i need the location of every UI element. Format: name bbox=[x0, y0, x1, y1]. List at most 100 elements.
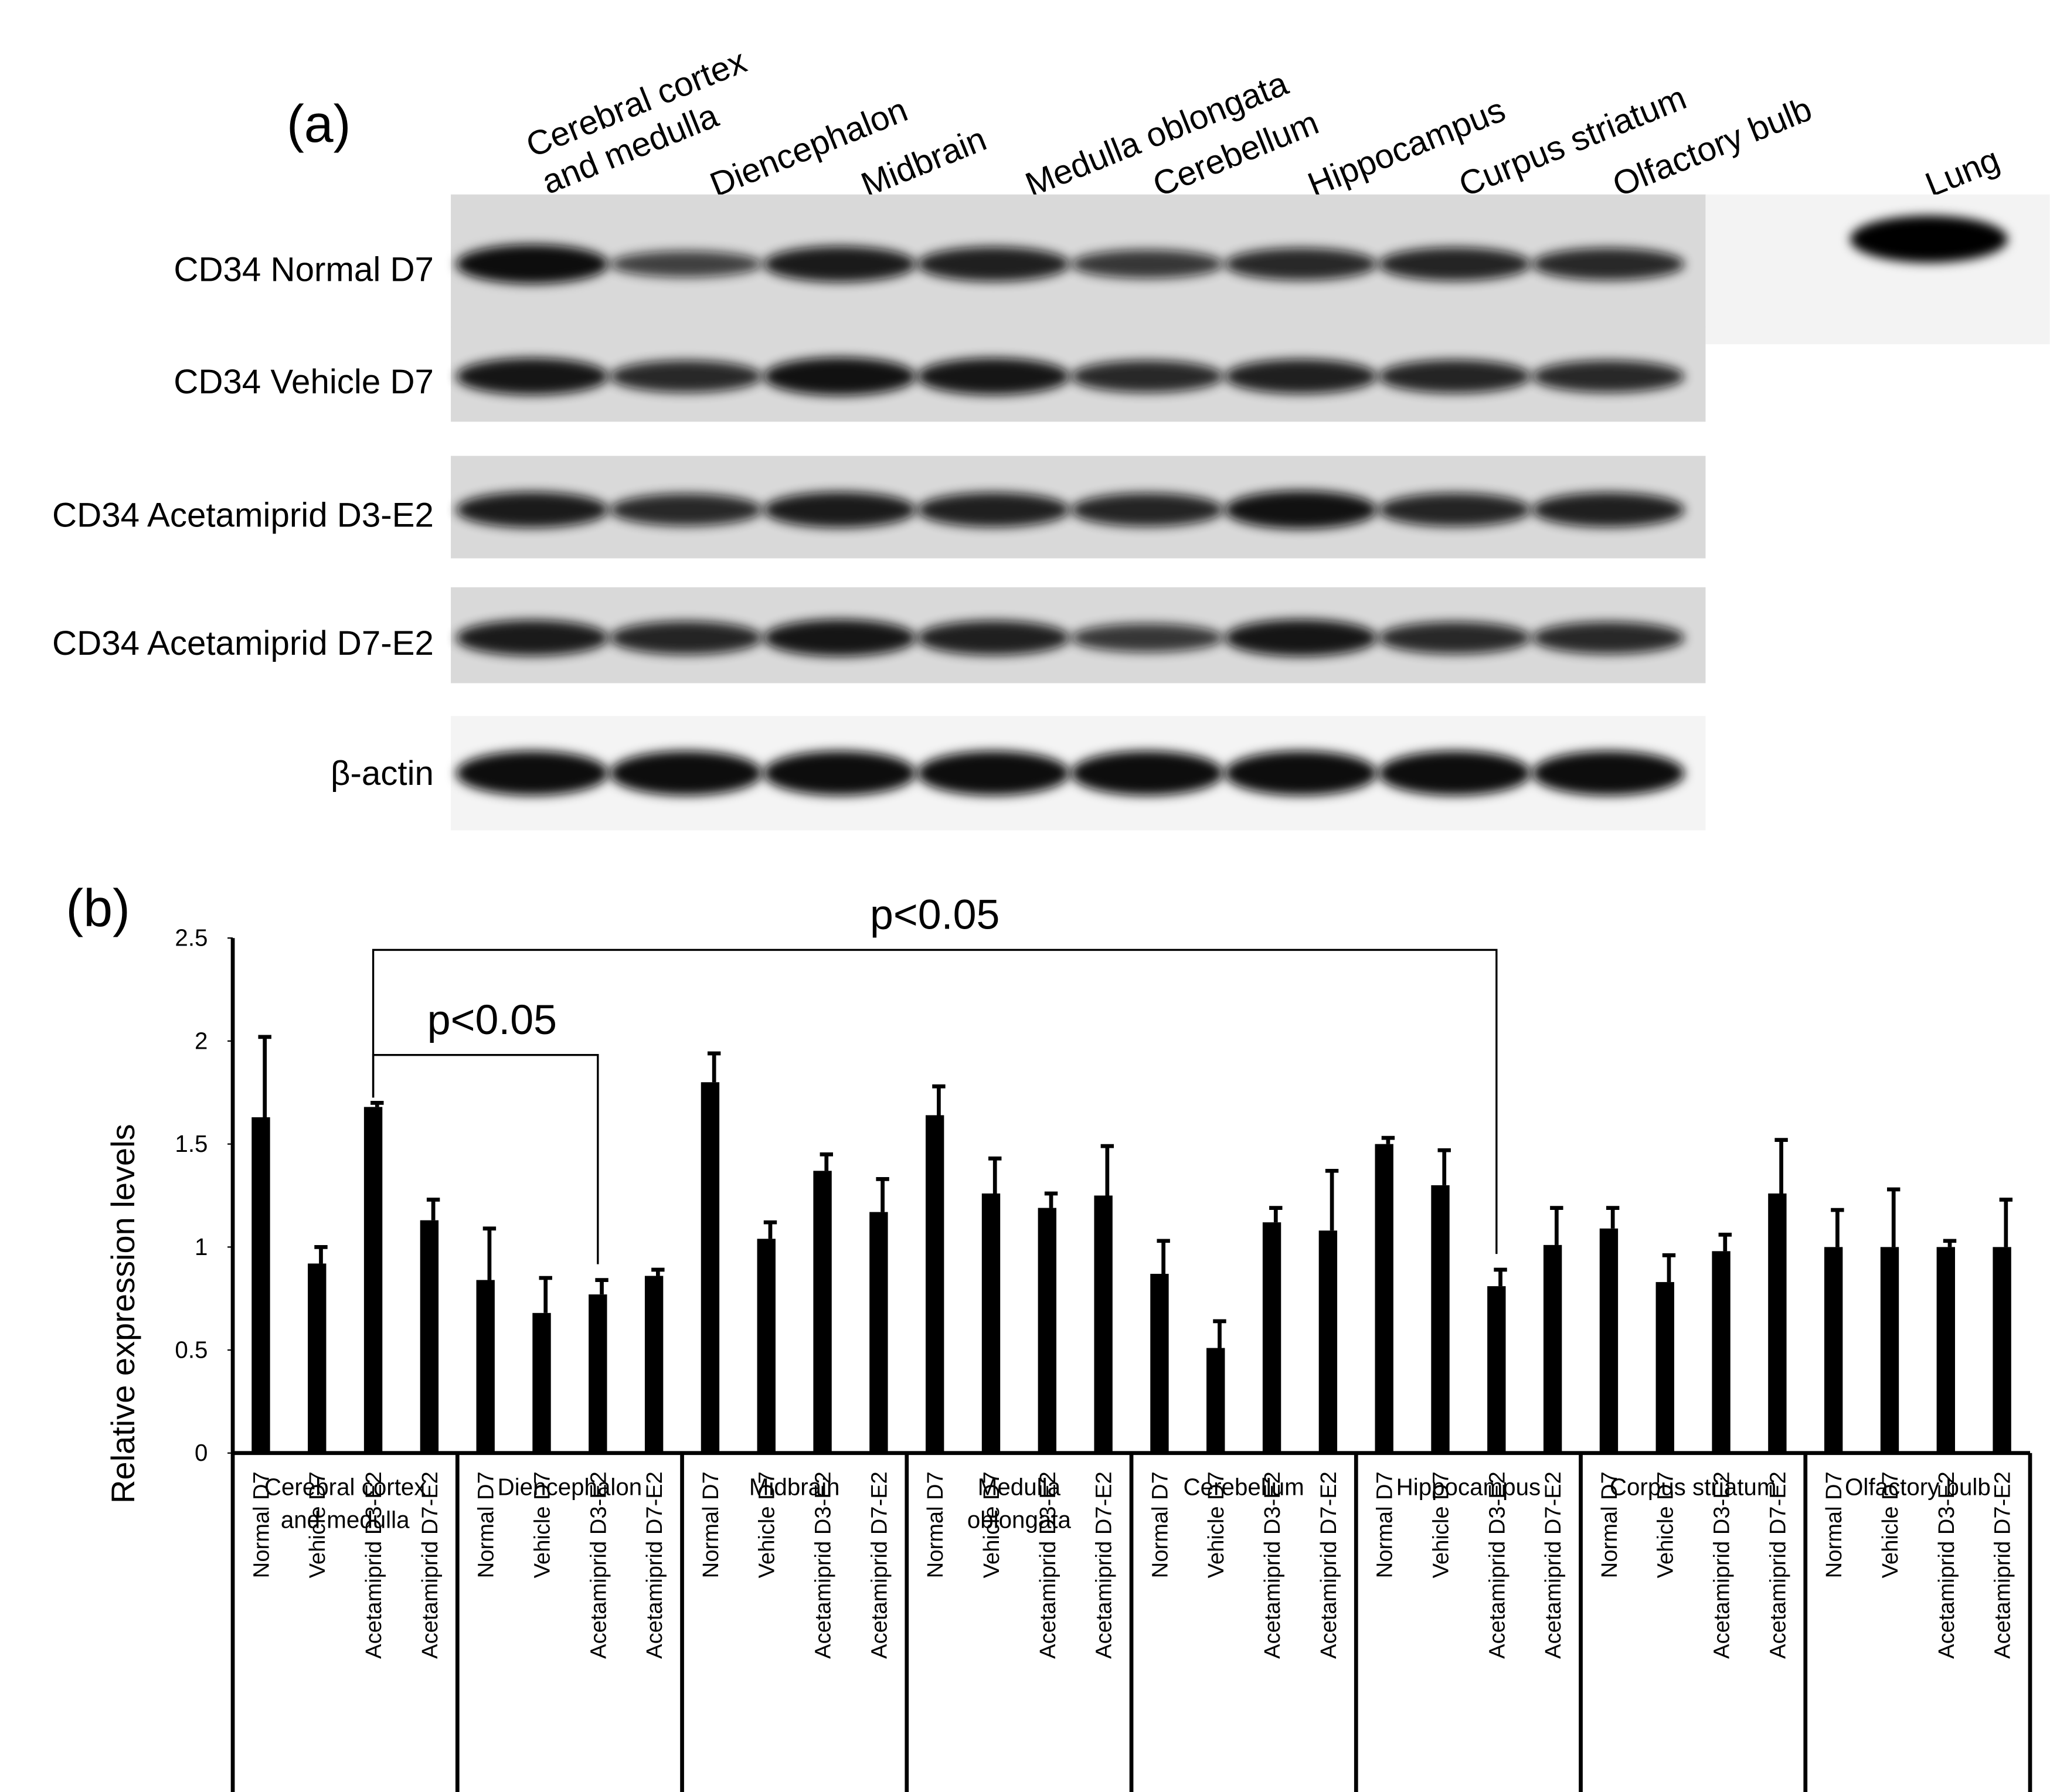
blot-band bbox=[456, 244, 609, 284]
blot-band bbox=[1532, 750, 1685, 796]
x-tick-label: Vehicle D7 bbox=[1878, 1471, 1903, 1578]
bar bbox=[701, 1082, 720, 1453]
row-label: CD34 Normal D7 bbox=[174, 251, 434, 289]
blot-band bbox=[763, 750, 916, 796]
x-tick-label: Acetamiprid D7-E2 bbox=[418, 1471, 443, 1659]
x-tick-label: Normal D7 bbox=[699, 1471, 723, 1578]
x-tick-label: Vehicle D7 bbox=[755, 1471, 780, 1578]
blot-panel bbox=[1705, 194, 2050, 345]
x-tick-label: Acetamiprid D3-E2 bbox=[1485, 1471, 1510, 1659]
blot-band bbox=[610, 250, 763, 278]
blot-band bbox=[1070, 493, 1223, 527]
x-tick-label: Acetamiprid D3-E2 bbox=[586, 1471, 611, 1659]
blot-band bbox=[763, 357, 916, 396]
group-label: Midbrain bbox=[749, 1473, 840, 1500]
significance-bracket bbox=[372, 948, 1498, 1254]
x-tick-label: Normal D7 bbox=[1822, 1471, 1847, 1578]
bar bbox=[1038, 1208, 1057, 1453]
y-tick-label: 0 bbox=[195, 1439, 208, 1466]
y-tick-label: 1 bbox=[195, 1233, 208, 1260]
blot-band bbox=[1532, 492, 1685, 528]
x-tick-label: Vehicle D7 bbox=[530, 1471, 555, 1578]
group-label: oblongata bbox=[967, 1507, 1072, 1533]
x-tick-label: Vehicle D7 bbox=[980, 1471, 1004, 1578]
blot-band bbox=[1378, 247, 1531, 281]
group-label: Cerebellum bbox=[1184, 1473, 1304, 1500]
blot-band bbox=[1378, 359, 1531, 393]
panel-label: (b) bbox=[66, 879, 130, 937]
bar bbox=[1487, 1286, 1506, 1453]
blot-band bbox=[1225, 359, 1378, 394]
blot-band bbox=[917, 358, 1070, 395]
x-tick-label: Normal D7 bbox=[1373, 1471, 1398, 1578]
row-label: β-actin bbox=[331, 754, 434, 793]
blot-band bbox=[456, 620, 609, 656]
bar bbox=[1094, 1195, 1113, 1453]
bar bbox=[1993, 1247, 2011, 1453]
y-tick-label: 1.5 bbox=[175, 1130, 208, 1157]
y-tick-label: 2 bbox=[195, 1027, 208, 1054]
blot-band bbox=[917, 492, 1070, 528]
blot-band bbox=[610, 621, 763, 655]
group-label: Cerebral cortex bbox=[264, 1473, 426, 1500]
x-tick-label: Acetamiprid D7-E2 bbox=[1766, 1471, 1790, 1659]
bar bbox=[532, 1312, 551, 1453]
blot-band bbox=[1225, 750, 1378, 796]
bar bbox=[251, 1117, 270, 1453]
x-tick-label: Acetamiprid D7-E2 bbox=[1092, 1471, 1117, 1659]
x-tick-label: Acetamiprid D7-E2 bbox=[867, 1471, 892, 1659]
blot-band bbox=[763, 246, 916, 283]
blot-band bbox=[1378, 493, 1531, 527]
blot-band bbox=[1070, 623, 1223, 652]
group-label: and medulla bbox=[281, 1507, 410, 1533]
x-tick-label: Normal D7 bbox=[923, 1471, 948, 1578]
bar bbox=[420, 1220, 439, 1453]
bar bbox=[869, 1212, 888, 1453]
x-tick-label: Acetamiprid D3-E2 bbox=[1260, 1471, 1285, 1659]
group-label: Corpus striatum bbox=[1610, 1473, 1777, 1500]
row-label: CD34 Acetamiprid D7-E2 bbox=[52, 624, 434, 662]
bar bbox=[1712, 1251, 1731, 1453]
x-tick-label: Acetamiprid D3-E2 bbox=[811, 1471, 836, 1659]
bar bbox=[308, 1263, 327, 1453]
blot-band bbox=[1070, 750, 1223, 796]
row-label: CD34 Vehicle D7 bbox=[174, 363, 434, 401]
panel-label: (a) bbox=[287, 94, 351, 153]
blot-band bbox=[917, 750, 1070, 796]
bar bbox=[757, 1239, 776, 1453]
x-tick-label: Acetamiprid D7-E2 bbox=[1991, 1471, 2015, 1659]
blot-band bbox=[917, 246, 1070, 282]
bar bbox=[1599, 1228, 1619, 1453]
bar bbox=[644, 1276, 664, 1453]
group-label: Medulla bbox=[978, 1473, 1061, 1500]
group-label: Hippocampus bbox=[1396, 1473, 1541, 1500]
bar bbox=[1262, 1222, 1281, 1453]
significance-label: p<0.05 bbox=[870, 892, 999, 938]
blot-band bbox=[1532, 360, 1685, 393]
blot-band bbox=[763, 619, 916, 657]
y-tick-label: 2.5 bbox=[175, 924, 208, 951]
bar bbox=[981, 1193, 1001, 1453]
y-tick-label: 0.5 bbox=[175, 1337, 208, 1363]
x-tick-label: Acetamiprid D3-E2 bbox=[1036, 1471, 1060, 1659]
blot-band bbox=[610, 360, 763, 393]
blot-band bbox=[610, 750, 763, 796]
blot-band bbox=[1225, 490, 1378, 529]
x-tick-label: Acetamiprid D3-E2 bbox=[362, 1471, 386, 1659]
row-label: CD34 Acetamiprid D3-E2 bbox=[52, 497, 434, 535]
blot-band bbox=[456, 491, 609, 528]
bar bbox=[1206, 1348, 1225, 1453]
group-label: Olfactory bulb bbox=[1845, 1473, 1991, 1500]
x-tick-label: Acetamiprid D7-E2 bbox=[1541, 1471, 1566, 1659]
bar bbox=[476, 1280, 495, 1453]
x-tick-label: Vehicle D7 bbox=[305, 1471, 330, 1578]
blot-band bbox=[610, 494, 763, 526]
blot-band bbox=[456, 358, 609, 395]
bar bbox=[1318, 1230, 1338, 1453]
blot-band bbox=[1070, 249, 1223, 279]
x-tick-label: Normal D7 bbox=[474, 1471, 499, 1578]
blot-band bbox=[763, 491, 916, 528]
blot-band bbox=[1532, 621, 1685, 654]
blot-band bbox=[1378, 750, 1531, 796]
bar bbox=[1824, 1247, 1843, 1453]
